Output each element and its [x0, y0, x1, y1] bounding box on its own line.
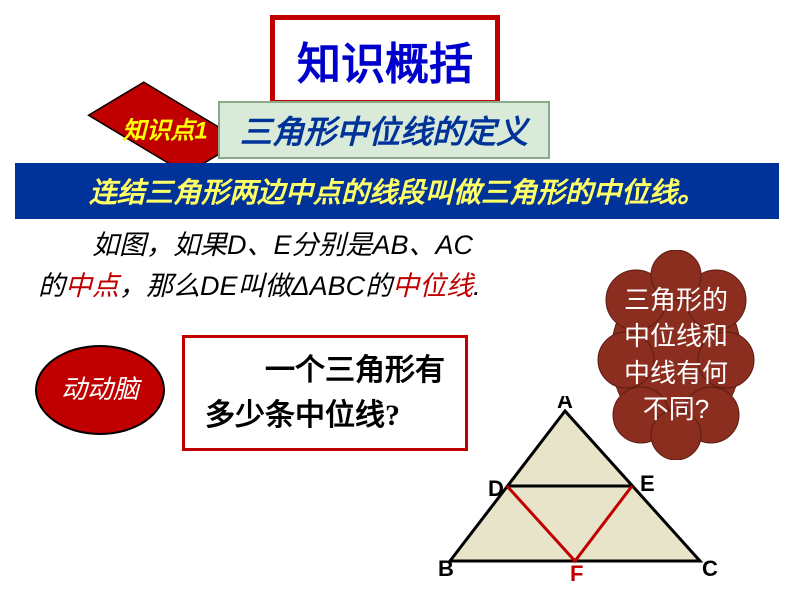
brain-ellipse: 动动脑 [35, 345, 165, 435]
exp-l1: 如图，如果D、E分别是AB、AC [38, 230, 473, 260]
q-l2: 多少条中位线? [205, 399, 400, 432]
exp-l2b: ，那么DE叫做ΔABC的 [119, 271, 392, 301]
exp-l2c: . [473, 271, 481, 301]
definition-text: 三角形中位线的定义 [240, 114, 528, 150]
diamond-label: 知识点1 [122, 111, 207, 146]
explanation: 如图，如果D、E分别是AB、AC 的中点，那么DE叫做ΔABC的中位线. [38, 225, 481, 306]
label-d: D [488, 476, 504, 501]
label-a: A [557, 396, 573, 413]
label-e: E [640, 471, 655, 496]
definition-statement-text: 连结三角形两边中点的线段叫做三角形的中位线。 [89, 177, 705, 208]
exp-mid: 中点 [65, 271, 119, 301]
cloud-text: 三角形的中位线和中线有何不同? [616, 282, 736, 428]
title-box: 知识概括 [270, 15, 500, 105]
q-l1: 一个三角形有 [205, 354, 445, 387]
definition-statement: 连结三角形两边中点的线段叫做三角形的中位线。 [15, 163, 779, 219]
label-c: C [702, 556, 718, 581]
diamond-badge: 知识点1 [95, 88, 235, 168]
label-f: F [570, 561, 583, 586]
title-text: 知识概括 [297, 40, 473, 89]
exp-midline: 中位线 [392, 271, 473, 301]
brain-text: 动动脑 [61, 373, 139, 407]
label-b: B [438, 556, 454, 581]
definition-box: 三角形中位线的定义 [218, 101, 550, 159]
exp-l2a: 的 [38, 271, 65, 301]
